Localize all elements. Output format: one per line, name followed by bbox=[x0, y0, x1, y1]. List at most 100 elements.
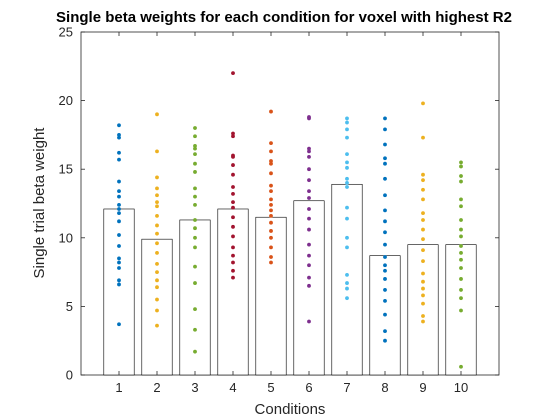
trial-point bbox=[459, 251, 463, 255]
x-tick-label: 7 bbox=[343, 380, 350, 395]
trial-point bbox=[193, 162, 197, 166]
trial-point bbox=[421, 314, 425, 318]
trial-point bbox=[345, 136, 349, 140]
trial-point bbox=[155, 251, 159, 255]
trial-point bbox=[383, 269, 387, 273]
trial-point bbox=[155, 112, 159, 116]
trial-point bbox=[459, 228, 463, 232]
trial-point bbox=[459, 258, 463, 262]
trial-point bbox=[307, 284, 311, 288]
trial-point bbox=[155, 204, 159, 208]
trial-point bbox=[231, 261, 235, 265]
y-tick-label: 25 bbox=[59, 25, 73, 40]
trial-point bbox=[383, 339, 387, 343]
trial-point bbox=[345, 121, 349, 125]
x-tick-label: 9 bbox=[419, 380, 426, 395]
y-tick-label: 5 bbox=[66, 299, 73, 314]
trial-point bbox=[421, 259, 425, 263]
trial-point bbox=[421, 302, 425, 306]
trial-point bbox=[459, 165, 463, 169]
trial-point bbox=[269, 214, 273, 218]
trial-point bbox=[307, 147, 311, 151]
trial-point bbox=[193, 350, 197, 354]
trial-point bbox=[383, 288, 387, 292]
trial-point bbox=[459, 365, 463, 369]
trial-point bbox=[269, 208, 273, 212]
trial-point bbox=[193, 134, 197, 138]
trial-point bbox=[383, 313, 387, 317]
trial-point bbox=[307, 189, 311, 193]
trial-point bbox=[421, 287, 425, 291]
x-tick-label: 8 bbox=[381, 380, 388, 395]
trial-point bbox=[383, 219, 387, 223]
trial-point bbox=[269, 236, 273, 240]
trial-point bbox=[345, 128, 349, 132]
trial-point bbox=[231, 215, 235, 219]
trial-point bbox=[117, 195, 121, 199]
trial-point bbox=[421, 136, 425, 140]
trial-point bbox=[459, 244, 463, 248]
trial-point bbox=[383, 117, 387, 121]
trial-point bbox=[383, 193, 387, 197]
trial-point bbox=[383, 156, 387, 160]
y-axis-label: Single trial beta weight bbox=[31, 127, 48, 279]
trial-point bbox=[459, 235, 463, 239]
trial-point bbox=[231, 173, 235, 177]
trial-point bbox=[193, 246, 197, 250]
trial-point bbox=[155, 262, 159, 266]
trial-point bbox=[193, 170, 197, 174]
trial-point bbox=[231, 206, 235, 210]
trial-point bbox=[155, 285, 159, 289]
trial-point bbox=[231, 132, 235, 136]
trial-point bbox=[117, 203, 121, 207]
trial-point bbox=[155, 309, 159, 313]
trial-point bbox=[231, 246, 235, 250]
trial-point bbox=[269, 203, 273, 207]
x-axis-label: Conditions bbox=[255, 401, 326, 418]
trial-point bbox=[269, 197, 273, 201]
trial-point bbox=[459, 204, 463, 208]
trial-point bbox=[231, 254, 235, 258]
trial-point bbox=[345, 152, 349, 156]
trial-point bbox=[269, 149, 273, 153]
trial-point bbox=[269, 246, 273, 250]
y-tick-label: 15 bbox=[59, 162, 73, 177]
x-tick-label: 3 bbox=[191, 380, 198, 395]
trial-point bbox=[459, 277, 463, 281]
trial-point bbox=[117, 151, 121, 155]
trial-point bbox=[269, 229, 273, 233]
trial-point bbox=[345, 185, 349, 189]
bar bbox=[332, 184, 362, 375]
trial-point bbox=[193, 126, 197, 130]
trial-point bbox=[383, 243, 387, 247]
trial-point bbox=[269, 141, 273, 145]
trial-point bbox=[269, 171, 273, 175]
trial-point bbox=[421, 228, 425, 232]
trial-point bbox=[383, 230, 387, 234]
bar bbox=[256, 217, 286, 375]
y-tick-label: 10 bbox=[59, 230, 73, 245]
trial-point bbox=[459, 174, 463, 178]
trial-point bbox=[193, 218, 197, 222]
trial-point bbox=[269, 159, 273, 163]
trial-point bbox=[269, 221, 273, 225]
trial-point bbox=[155, 176, 159, 180]
trial-point bbox=[421, 178, 425, 182]
trial-point bbox=[155, 278, 159, 282]
trial-point bbox=[117, 278, 121, 282]
x-tick-label: 1 bbox=[115, 380, 122, 395]
trial-point bbox=[155, 193, 159, 197]
trial-point bbox=[383, 277, 387, 281]
trial-point bbox=[307, 263, 311, 267]
trial-point bbox=[345, 181, 349, 185]
trial-point bbox=[117, 189, 121, 193]
trial-point bbox=[117, 256, 121, 260]
trial-point bbox=[155, 187, 159, 191]
trial-point bbox=[231, 71, 235, 75]
trial-point bbox=[459, 218, 463, 222]
trial-point bbox=[421, 294, 425, 298]
trial-point bbox=[155, 149, 159, 153]
chart-title: Single beta weights for each condition f… bbox=[56, 9, 512, 26]
trial-point bbox=[269, 184, 273, 188]
